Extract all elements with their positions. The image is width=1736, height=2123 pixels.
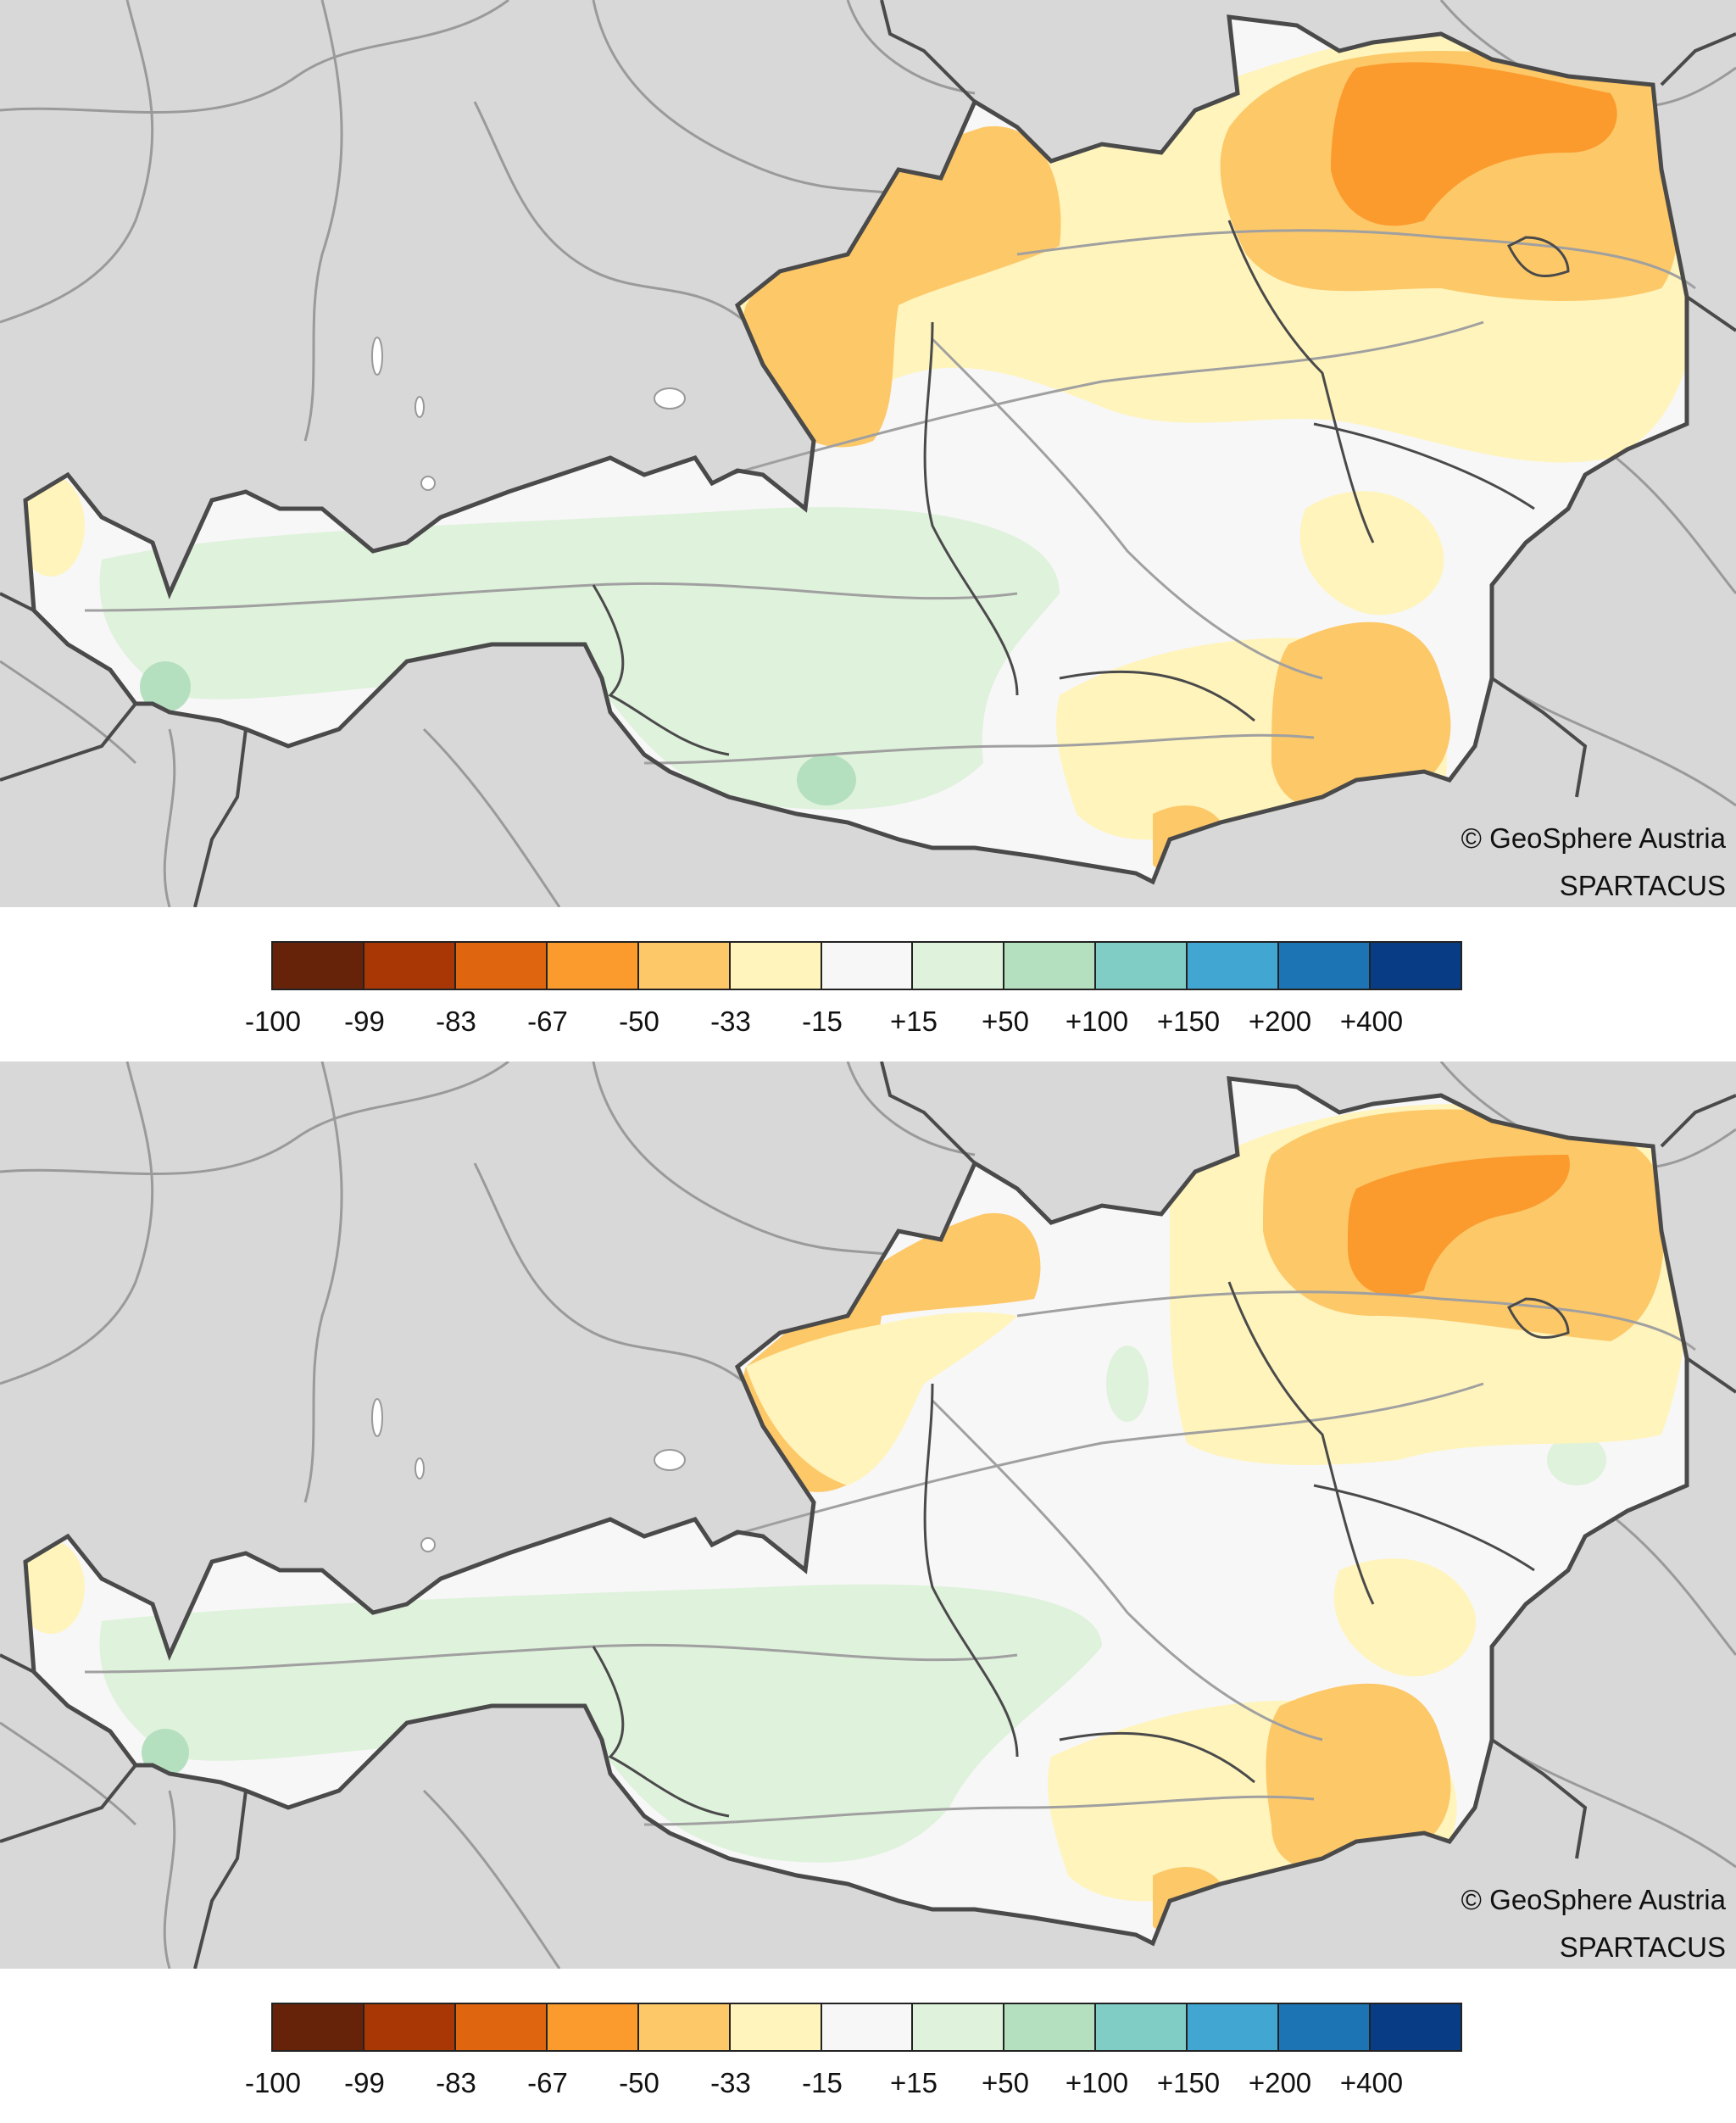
- swatch-8: [1004, 2004, 1097, 2050]
- state-borders: [592, 220, 1570, 756]
- neighbor-borders: [0, 0, 1736, 907]
- map-panel-bottom: © GeoSphere Austria SPARTACUS: [0, 1062, 1736, 1969]
- legend-label: +150: [1156, 1006, 1221, 1037]
- legend-label: +100: [1065, 2067, 1129, 2098]
- lake-icon: [654, 387, 686, 410]
- lake-icon: [371, 1398, 383, 1437]
- swatch-9: [1096, 943, 1188, 989]
- credit-geosphere: © GeoSphere Austria: [1461, 1884, 1726, 1915]
- swatch-10: [1188, 943, 1280, 989]
- swatch-5: [730, 943, 822, 989]
- legend-label: -67: [527, 1006, 568, 1037]
- swatch-4: [638, 943, 731, 989]
- swatch-12: [1371, 2004, 1461, 2050]
- legend-label: +50: [982, 1006, 1029, 1037]
- swatch-7: [913, 943, 1005, 989]
- credit-geosphere: © GeoSphere Austria: [1461, 822, 1726, 854]
- legend-label: +200: [1248, 2067, 1312, 2098]
- legend-label: +100: [1065, 1006, 1129, 1037]
- legend-label: -99: [344, 1006, 385, 1037]
- swatch-2: [455, 2004, 548, 2050]
- legend-label: +400: [1339, 2067, 1404, 2098]
- swatch-0: [273, 943, 364, 989]
- legend-label: -15: [802, 2067, 843, 2098]
- map-bottom-svg: [0, 1062, 1736, 1969]
- swatch-9: [1096, 2004, 1188, 2050]
- lake-icon: [415, 396, 425, 418]
- legend-label: -100: [244, 1006, 302, 1037]
- legend-label: +15: [890, 2067, 938, 2098]
- rivers-inside: [84, 229, 1696, 765]
- map-panel-top: © GeoSphere Austria SPARTACUS: [0, 0, 1736, 907]
- swatch-0: [273, 2004, 364, 2050]
- colorbar: [271, 2003, 1462, 2052]
- legend-label: +50: [982, 2067, 1029, 2098]
- swatch-5: [730, 2004, 822, 2050]
- swatch-6: [821, 2004, 914, 2050]
- swatch-8: [1004, 943, 1097, 989]
- lake-icon: [371, 337, 383, 376]
- swatch-3: [547, 2004, 639, 2050]
- lake-icon: [420, 1537, 436, 1552]
- swatch-3: [547, 943, 639, 989]
- lake-icon: [415, 1457, 425, 1479]
- legend-bottom: -100 -99 -83 -67 -50 -33 -15 +15 +50 +10…: [245, 2003, 1462, 2098]
- swatch-7: [913, 2004, 1005, 2050]
- legend-label: -15: [802, 1006, 843, 1037]
- lake-icon: [420, 476, 436, 491]
- map-top-svg: [0, 0, 1736, 907]
- legend-top: -100 -99 -83 -67 -50 -33 -15 +15 +50 +10…: [245, 941, 1462, 1037]
- neighbor-borders: [0, 1062, 1736, 1969]
- legend-label: +200: [1248, 1006, 1312, 1037]
- legend-label: -100: [244, 2067, 302, 2098]
- swatch-6: [821, 943, 914, 989]
- legend-label: -83: [436, 1006, 476, 1037]
- colorbar: [271, 941, 1462, 990]
- legend-label: -99: [344, 2067, 385, 2098]
- rivers-inside: [84, 1290, 1696, 1826]
- legend-label: +150: [1156, 2067, 1221, 2098]
- state-borders: [592, 1281, 1570, 1818]
- legend-label: -67: [527, 2067, 568, 2098]
- swatch-12: [1371, 943, 1461, 989]
- swatch-10: [1188, 2004, 1280, 2050]
- legend-label: +400: [1339, 1006, 1404, 1037]
- credit-spartacus: SPARTACUS: [1559, 870, 1726, 901]
- legend-label: -33: [710, 1006, 751, 1037]
- legend-label: -33: [710, 2067, 751, 2098]
- lake-icon: [654, 1449, 686, 1471]
- swatch-1: [364, 943, 456, 989]
- credit-spartacus: SPARTACUS: [1559, 1931, 1726, 1963]
- legend-label: +15: [890, 1006, 938, 1037]
- legend-label: -50: [619, 1006, 659, 1037]
- swatch-11: [1279, 943, 1372, 989]
- legend-label: -50: [619, 2067, 659, 2098]
- swatch-1: [364, 2004, 456, 2050]
- swatch-11: [1279, 2004, 1372, 2050]
- swatch-2: [455, 943, 548, 989]
- swatch-4: [638, 2004, 731, 2050]
- legend-label: -83: [436, 2067, 476, 2098]
